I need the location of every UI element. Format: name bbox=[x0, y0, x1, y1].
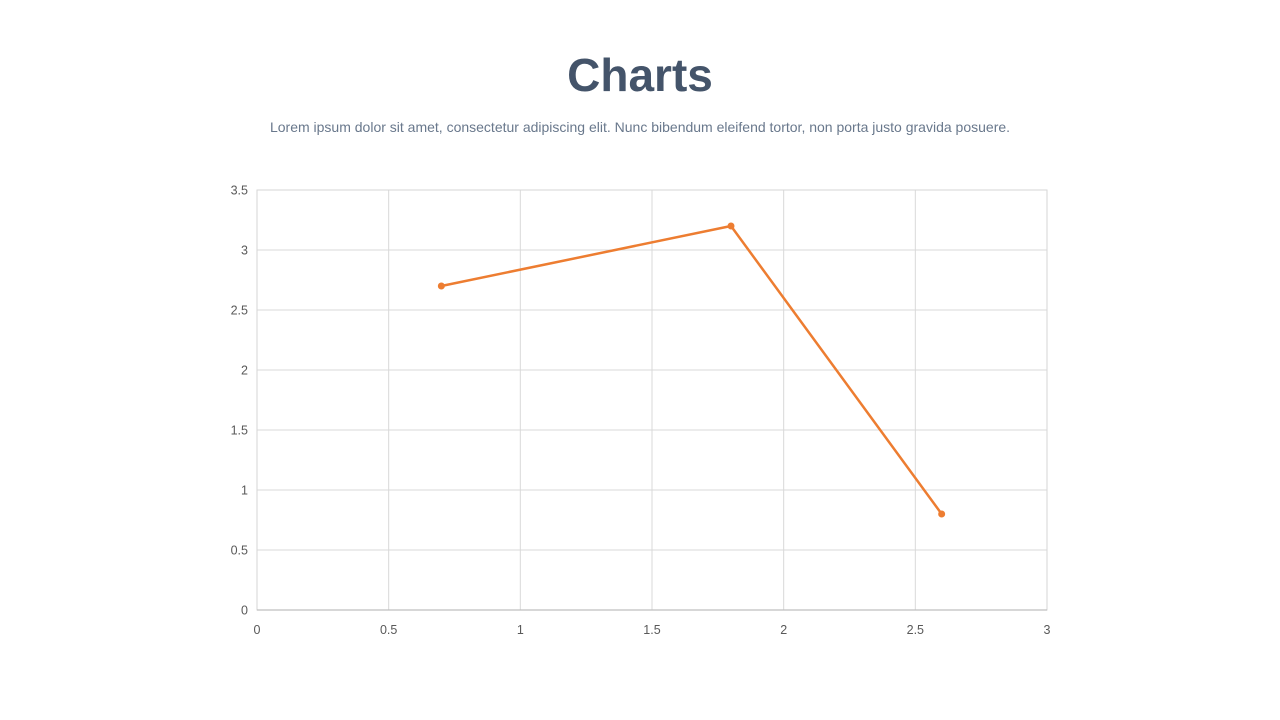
page-subtitle: Lorem ipsum dolor sit amet, consectetur … bbox=[269, 119, 1011, 135]
page-title: Charts bbox=[567, 49, 713, 101]
y-axis-tick-label: 3 bbox=[241, 244, 248, 258]
data-point-marker bbox=[437, 282, 445, 290]
y-axis-tick-label: 3.5 bbox=[231, 184, 248, 198]
x-axis-tick-label: 2.5 bbox=[907, 623, 924, 637]
y-axis-tick-label: 0 bbox=[241, 604, 248, 618]
y-axis-tick-label: 1.5 bbox=[231, 424, 248, 438]
y-axis-tick-label: 2 bbox=[241, 364, 248, 378]
y-axis-tick-label: 1 bbox=[241, 484, 248, 498]
x-axis-tick-label: 3 bbox=[1044, 623, 1051, 637]
line-chart: 0 0.5 1 1.5 2 2.5 3 3.5 0 0.5 1 1.5 2 2.5 3 bbox=[200, 175, 1080, 650]
x-axis-tick-label: 1 bbox=[517, 623, 524, 637]
data-point-marker bbox=[727, 222, 735, 230]
y-axis-tick-label: 0.5 bbox=[231, 544, 248, 558]
chart-canvas: 0 0.5 1 1.5 2 2.5 3 3.5 0 0.5 1 1.5 2 2.5 3 bbox=[231, 184, 1051, 638]
x-axis-tick-label: 1.5 bbox=[643, 623, 660, 637]
x-axis-tick-label: 0 bbox=[254, 623, 261, 637]
x-axis-tick-label: 0.5 bbox=[380, 623, 397, 637]
y-axis-tick-label: 2.5 bbox=[231, 304, 248, 318]
x-axis-tick-label: 2 bbox=[780, 623, 787, 637]
data-point-marker bbox=[938, 510, 946, 518]
